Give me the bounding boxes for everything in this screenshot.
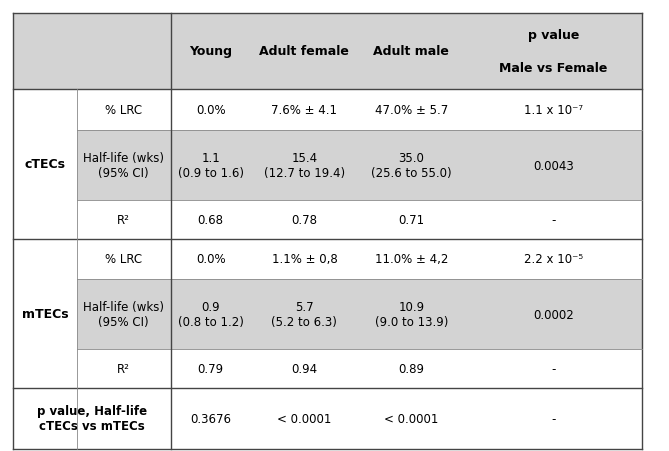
Text: 5.7
(5.2 to 6.3): 5.7 (5.2 to 6.3) bbox=[272, 301, 337, 328]
Bar bbox=[251, 131, 358, 201]
Text: -: - bbox=[551, 213, 556, 226]
Bar bbox=[171, 131, 251, 201]
Text: 7.6% ± 4.1: 7.6% ± 4.1 bbox=[272, 104, 337, 117]
Bar bbox=[77, 280, 171, 350]
Bar bbox=[13, 388, 171, 449]
Text: 10.9
(9.0 to 13.9): 10.9 (9.0 to 13.9) bbox=[375, 301, 448, 328]
Text: -: - bbox=[551, 412, 556, 425]
Text: cTECs: cTECs bbox=[25, 158, 66, 171]
Bar bbox=[465, 14, 642, 90]
Text: Half-life (wks)
(95% CI): Half-life (wks) (95% CI) bbox=[83, 152, 165, 179]
Text: p value, Half-life
cTECs vs mTECs: p value, Half-life cTECs vs mTECs bbox=[37, 405, 147, 432]
Bar bbox=[358, 350, 465, 388]
Text: mTECs: mTECs bbox=[22, 307, 68, 320]
Bar bbox=[358, 280, 465, 350]
Text: 0.79: 0.79 bbox=[197, 362, 224, 375]
Bar bbox=[251, 201, 358, 239]
Text: Adult female: Adult female bbox=[260, 46, 349, 58]
Bar bbox=[465, 350, 642, 388]
Text: Adult male: Adult male bbox=[373, 46, 450, 58]
Bar bbox=[171, 239, 251, 280]
Text: 2.2 x 10⁻⁵: 2.2 x 10⁻⁵ bbox=[524, 253, 583, 266]
Text: 1.1% ± 0,8: 1.1% ± 0,8 bbox=[272, 253, 337, 266]
Bar bbox=[358, 239, 465, 280]
Text: 0.78: 0.78 bbox=[292, 213, 317, 226]
Text: 15.4
(12.7 to 19.4): 15.4 (12.7 to 19.4) bbox=[264, 152, 345, 179]
Text: -: - bbox=[551, 362, 556, 375]
Bar bbox=[77, 201, 171, 239]
Bar bbox=[465, 239, 642, 280]
Bar bbox=[358, 90, 465, 131]
Bar bbox=[465, 90, 642, 131]
Bar bbox=[171, 350, 251, 388]
Text: % LRC: % LRC bbox=[105, 253, 142, 266]
Text: < 0.0001: < 0.0001 bbox=[384, 412, 439, 425]
Bar bbox=[358, 131, 465, 201]
Text: p value: p value bbox=[528, 28, 579, 41]
Text: 1.1 x 10⁻⁷: 1.1 x 10⁻⁷ bbox=[524, 104, 583, 117]
Bar bbox=[171, 14, 251, 90]
Bar bbox=[251, 90, 358, 131]
Bar bbox=[77, 131, 171, 201]
Bar bbox=[77, 90, 171, 131]
Text: 0.68: 0.68 bbox=[198, 213, 223, 226]
Text: 0.0043: 0.0043 bbox=[533, 159, 574, 172]
Text: 0.71: 0.71 bbox=[398, 213, 425, 226]
Bar bbox=[13, 239, 77, 388]
Text: 47.0% ± 5.7: 47.0% ± 5.7 bbox=[375, 104, 448, 117]
Text: Male vs Female: Male vs Female bbox=[500, 62, 607, 75]
Bar bbox=[251, 14, 358, 90]
Bar bbox=[465, 201, 642, 239]
Text: 0.0%: 0.0% bbox=[196, 104, 225, 117]
Bar bbox=[171, 388, 251, 449]
Text: 0.94: 0.94 bbox=[291, 362, 318, 375]
Text: 0.0002: 0.0002 bbox=[533, 308, 574, 321]
Text: 11.0% ± 4,2: 11.0% ± 4,2 bbox=[375, 253, 448, 266]
Bar bbox=[251, 388, 358, 449]
Bar bbox=[358, 201, 465, 239]
Text: R²: R² bbox=[117, 362, 130, 375]
Text: 0.0%: 0.0% bbox=[196, 253, 225, 266]
Text: % LRC: % LRC bbox=[105, 104, 142, 117]
Bar bbox=[358, 388, 465, 449]
Bar bbox=[171, 90, 251, 131]
Text: < 0.0001: < 0.0001 bbox=[277, 412, 332, 425]
Bar bbox=[251, 239, 358, 280]
Bar bbox=[13, 14, 171, 90]
Bar bbox=[251, 350, 358, 388]
Bar bbox=[77, 239, 171, 280]
Text: Young: Young bbox=[189, 46, 232, 58]
Bar bbox=[77, 350, 171, 388]
Bar bbox=[465, 388, 642, 449]
Text: 1.1
(0.9 to 1.6): 1.1 (0.9 to 1.6) bbox=[178, 152, 244, 179]
Bar bbox=[13, 90, 77, 239]
Bar bbox=[465, 280, 642, 350]
Bar bbox=[171, 201, 251, 239]
Text: Half-life (wks)
(95% CI): Half-life (wks) (95% CI) bbox=[83, 301, 165, 328]
Bar bbox=[251, 280, 358, 350]
Text: 35.0
(25.6 to 55.0): 35.0 (25.6 to 55.0) bbox=[371, 152, 452, 179]
Text: 0.3676: 0.3676 bbox=[190, 412, 231, 425]
Bar bbox=[171, 280, 251, 350]
Bar bbox=[358, 14, 465, 90]
Text: R²: R² bbox=[117, 213, 130, 226]
Bar bbox=[465, 131, 642, 201]
Text: 0.89: 0.89 bbox=[399, 362, 424, 375]
Text: 0.9
(0.8 to 1.2): 0.9 (0.8 to 1.2) bbox=[178, 301, 244, 328]
